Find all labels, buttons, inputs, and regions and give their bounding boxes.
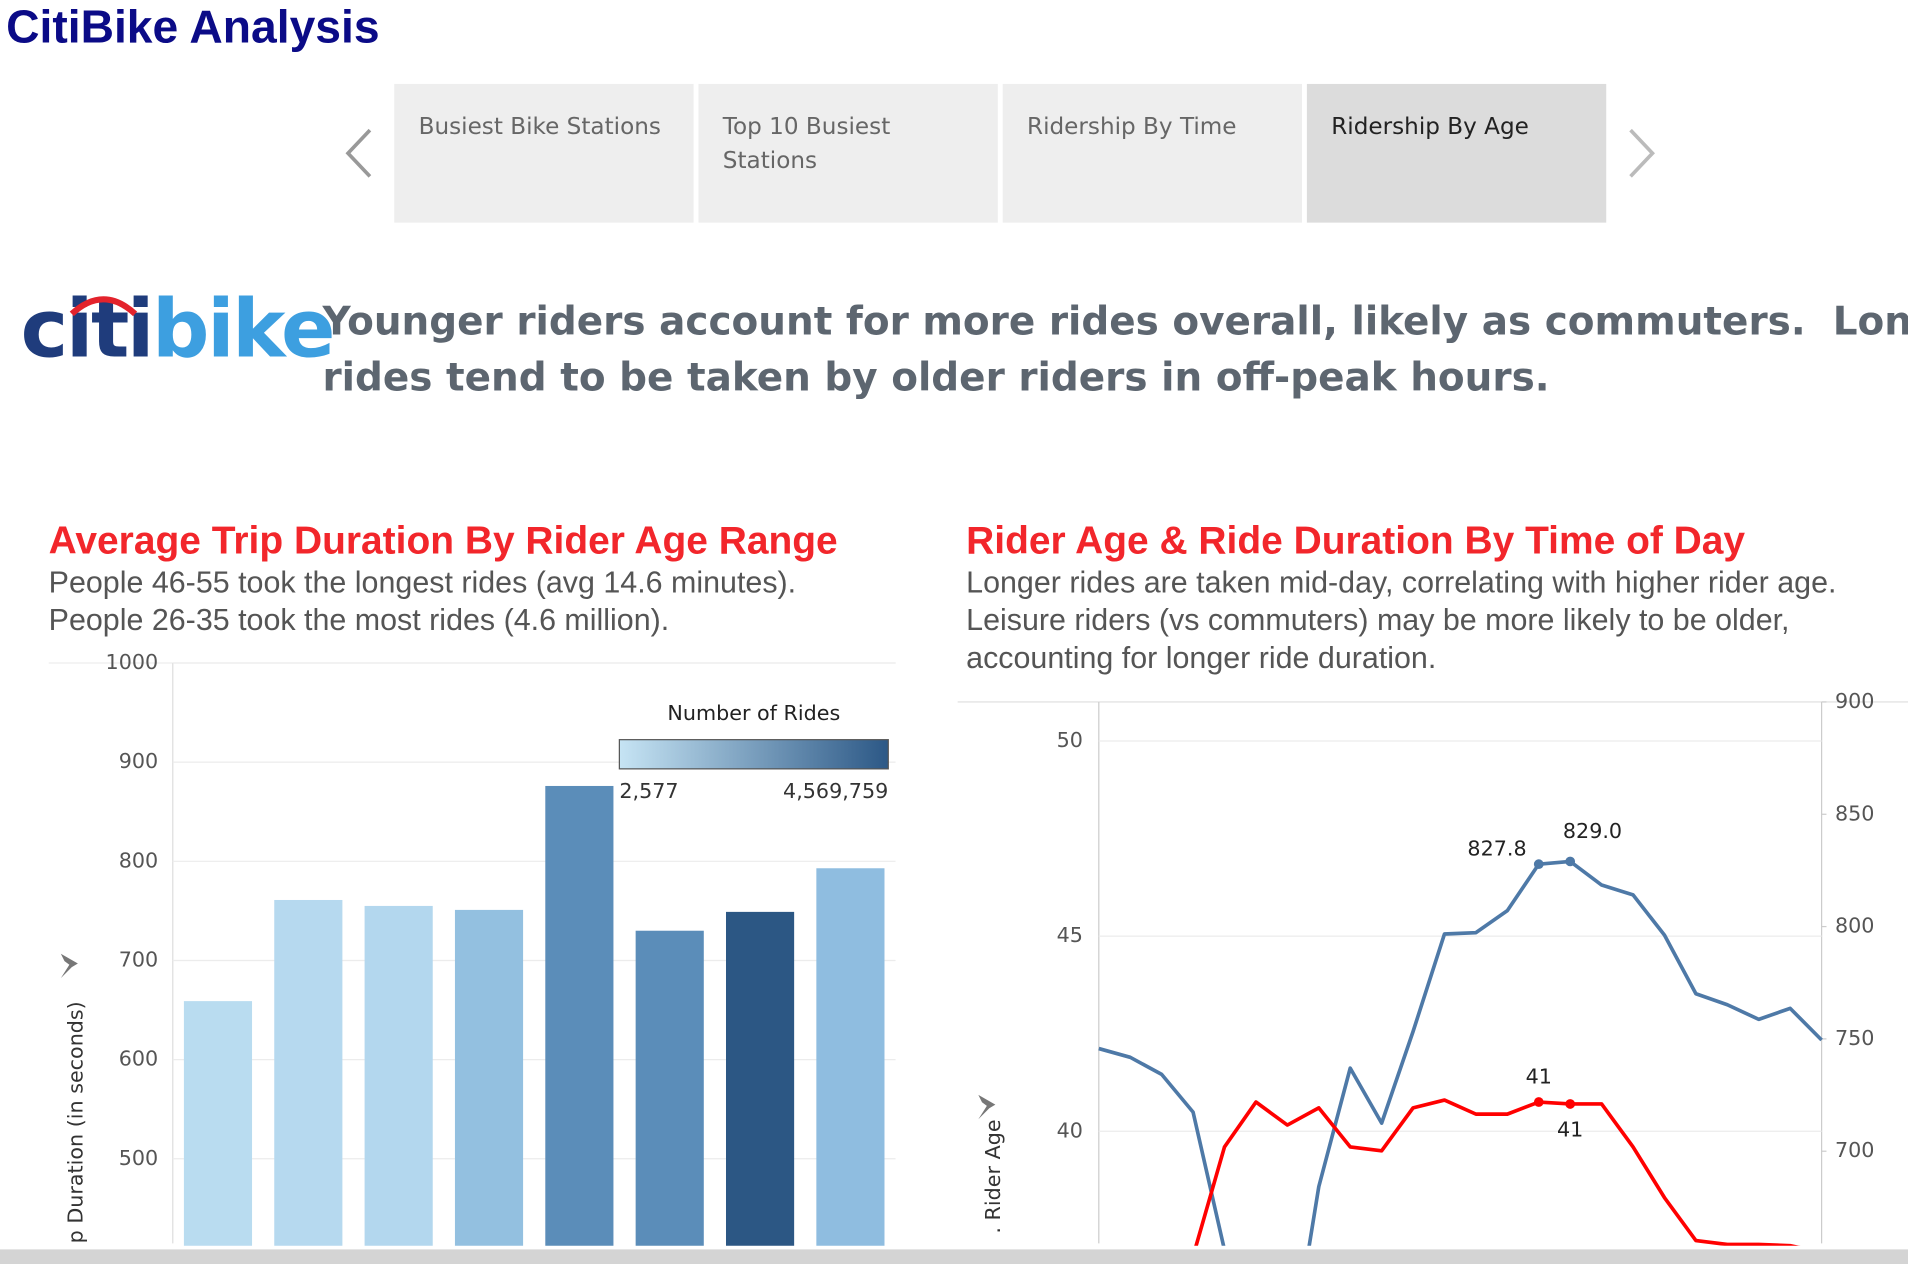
point-marker bbox=[1565, 1099, 1576, 1109]
logo-citi: citi bbox=[20, 282, 155, 376]
y2-tick-label: 900 bbox=[1835, 689, 1874, 713]
chart-subtitle: accounting for longer ride duration. bbox=[966, 641, 1437, 676]
chart-title: Rider Age & Ride Duration By Time of Day bbox=[966, 518, 1746, 563]
prev-arrow[interactable] bbox=[341, 125, 378, 181]
logo-bike: bike bbox=[152, 282, 335, 376]
y-tick-label: 700 bbox=[119, 947, 158, 971]
bar bbox=[274, 899, 343, 1246]
tab[interactable]: Ridership By Age bbox=[1306, 83, 1607, 223]
point-marker bbox=[1565, 856, 1576, 867]
y-tick-label: 900 bbox=[119, 749, 158, 773]
y-tick-label: 800 bbox=[119, 848, 158, 872]
y-tick-label: 500 bbox=[119, 1146, 158, 1170]
legend-label: 4,569,759 bbox=[783, 779, 888, 803]
y-tick-label: 45 bbox=[1057, 923, 1083, 947]
data-label: 827.8 bbox=[1467, 837, 1526, 861]
bar bbox=[183, 1001, 253, 1246]
chart-title: Average Trip Duration By Rider Age Range bbox=[48, 518, 838, 563]
pin-icon bbox=[60, 953, 78, 979]
chart-subtitle: People 46-55 took the longest rides (avg… bbox=[48, 565, 797, 600]
page-title: CitiBike Analysis bbox=[6, 2, 380, 54]
tab[interactable]: Top 10 Busiest Stations bbox=[698, 83, 998, 223]
data-label: 829.0 bbox=[1563, 819, 1622, 843]
y2-tick-label: 750 bbox=[1835, 1026, 1874, 1050]
pin-icon bbox=[978, 1094, 996, 1120]
line bbox=[1098, 859, 1823, 1246]
y2-tick-label: 700 bbox=[1835, 1138, 1874, 1162]
legend-title: Number of Rides bbox=[667, 701, 840, 725]
headline: Younger riders account for more rides ov… bbox=[322, 298, 1908, 345]
next-arrow[interactable] bbox=[1623, 125, 1660, 181]
bar bbox=[635, 930, 704, 1246]
tab[interactable]: Busiest Bike Stations bbox=[394, 83, 694, 223]
line bbox=[1194, 1098, 1800, 1246]
headline: rides tend to be taken by older riders i… bbox=[322, 354, 1550, 401]
y-axis-label: p Duration (in seconds) bbox=[64, 1001, 88, 1243]
bar bbox=[454, 909, 524, 1246]
legend-gradient bbox=[618, 739, 889, 770]
data-label: 41 bbox=[1526, 1065, 1552, 1089]
chart-subtitle: People 26-35 took the most rides (4.6 mi… bbox=[48, 603, 670, 638]
data-label: 41 bbox=[1557, 1118, 1583, 1142]
point-marker bbox=[1533, 1097, 1544, 1107]
plot-area bbox=[1098, 859, 1823, 1246]
scrollbar[interactable] bbox=[0, 1249, 1908, 1264]
y-tick-label: 1000 bbox=[106, 650, 159, 674]
logo-arc bbox=[69, 296, 138, 317]
plot-area bbox=[183, 785, 885, 1246]
y-axis-label: . Rider Age bbox=[981, 1119, 1005, 1233]
legend-label: 2,577 bbox=[619, 779, 678, 803]
y-tick-label: 50 bbox=[1057, 728, 1083, 752]
logo: citibike bbox=[20, 282, 336, 376]
chart-subtitle: Longer rides are taken mid-day, correlat… bbox=[966, 565, 1837, 600]
y-tick-label: 600 bbox=[119, 1047, 158, 1071]
bar bbox=[364, 905, 433, 1246]
y2-tick-label: 800 bbox=[1835, 914, 1874, 938]
bar bbox=[545, 785, 614, 1246]
y2-tick-label: 850 bbox=[1835, 801, 1874, 825]
bar bbox=[725, 911, 795, 1246]
tab[interactable]: Ridership By Time bbox=[1002, 83, 1303, 223]
point-marker bbox=[1533, 859, 1544, 870]
y-tick-label: 40 bbox=[1057, 1118, 1083, 1142]
chart-subtitle: Leisure riders (vs commuters) may be mor… bbox=[966, 603, 1790, 638]
bar bbox=[816, 868, 885, 1246]
